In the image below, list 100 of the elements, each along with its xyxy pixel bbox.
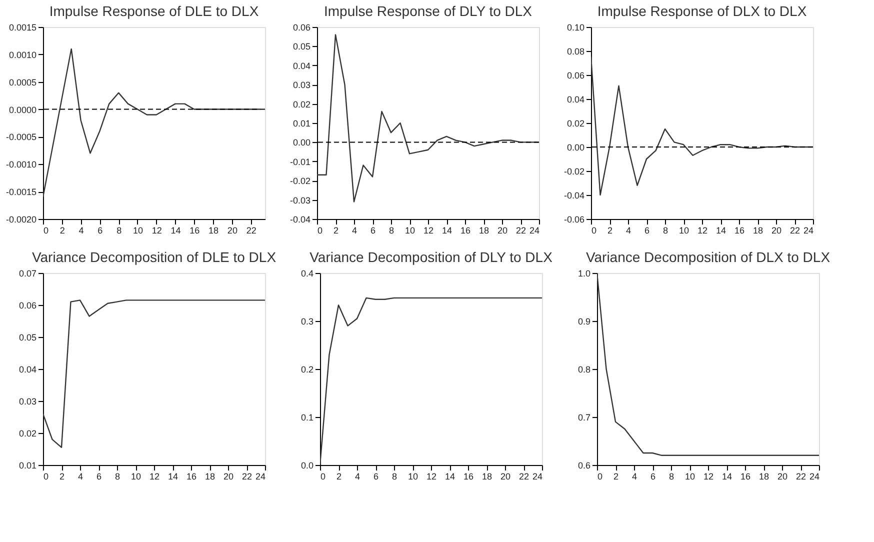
y-tick-label: -0.04 (290, 214, 310, 224)
y-tick-label: -0.0005 (6, 132, 36, 142)
x-tick-label: 6 (98, 226, 103, 236)
x-tick-label: 4 (352, 226, 358, 236)
x-tick-label: 16 (460, 226, 471, 236)
y-tick-label: 0.02 (292, 99, 310, 110)
y-tick-label: 0.10 (566, 22, 584, 32)
y-tick-label: 0.07 (18, 268, 36, 278)
x-tick-label: 8 (114, 472, 120, 482)
x-tick-label: 18 (758, 472, 770, 482)
x-tick-label: 8 (388, 226, 394, 236)
x-tick-label: 18 (208, 226, 219, 236)
x-tick-label: 0 (320, 472, 326, 482)
x-tick-label: 10 (132, 226, 143, 236)
line-series (597, 273, 819, 456)
x-tick-label: 10 (678, 226, 690, 236)
y-tick-label: 0.04 (18, 364, 36, 374)
y-tick-label: 0.05 (292, 42, 310, 52)
x-tick-label: 8 (668, 472, 674, 482)
x-tick-label: 20 (771, 226, 782, 236)
x-tick-label: 22 (790, 226, 800, 236)
x-tick-label: 6 (644, 226, 650, 236)
y-tick-label: 0.01 (18, 460, 36, 470)
x-tick-label: 4 (626, 226, 632, 236)
x-tick-label: 24 (809, 472, 820, 482)
x-tick-label: 12 (152, 226, 162, 236)
y-tick-label: 0.3 (300, 316, 314, 326)
x-tick-label: 18 (478, 226, 490, 236)
x-tick-label: 0 (318, 226, 323, 236)
x-tick-label: 22 (516, 226, 526, 236)
x-tick-label: 4 (78, 472, 84, 482)
x-tick-label: 6 (650, 472, 656, 482)
y-tick-label: 0.0005 (8, 77, 36, 88)
x-tick-label: 18 (204, 472, 216, 482)
x-tick-label: 20 (227, 226, 238, 236)
x-tick-label: 10 (684, 472, 696, 482)
y-tick-label: 0.00 (566, 142, 584, 152)
y-tick-label: 0.06 (292, 22, 310, 32)
y-tick-label: -0.0010 (6, 160, 36, 170)
x-tick-label: 22 (796, 472, 806, 482)
x-tick-label: 2 (613, 472, 619, 482)
x-tick-label: 22 (242, 472, 252, 482)
y-tick-label: 1.0 (578, 268, 590, 278)
x-tick-label: 6 (373, 472, 379, 482)
x-tick-label: 12 (697, 226, 708, 236)
x-tick-label: 10 (408, 472, 418, 482)
x-tick-label: 16 (186, 472, 197, 482)
x-tick-label: 12 (423, 226, 434, 236)
x-tick-label: 20 (497, 226, 508, 236)
chart-title: Variance Decomposition of DLY to DLX (310, 249, 554, 265)
x-tick-label: 14 (170, 226, 181, 236)
x-tick-label: 16 (734, 226, 745, 236)
x-tick-label: 24 (532, 472, 542, 482)
x-tick-label: 24 (803, 226, 814, 236)
x-tick-label: 14 (444, 472, 456, 482)
y-tick-label: 0.6 (578, 460, 590, 470)
y-tick-label: -0.02 (564, 166, 584, 176)
y-tick-label: 0.05 (18, 332, 36, 342)
x-tick-label: 20 (777, 472, 788, 482)
x-tick-label: 18 (482, 472, 492, 482)
y-tick-label: 0.03 (292, 80, 310, 90)
y-tick-label: 0.04 (566, 94, 584, 104)
x-tick-label: 0 (598, 472, 603, 482)
y-tick-label: -0.0015 (6, 187, 36, 198)
y-tick-label: 0.08 (566, 46, 584, 56)
y-tick-label: 0.06 (18, 300, 36, 310)
x-tick-label: 4 (78, 226, 84, 236)
y-tick-label: 0.0000 (8, 104, 36, 115)
x-tick-label: 16 (190, 226, 200, 236)
y-tick-label: -0.04 (564, 190, 584, 200)
y-tick-label: 0.1 (300, 412, 314, 422)
line-series (43, 300, 265, 448)
x-tick-label: 0 (44, 472, 49, 482)
x-tick-label: 22 (246, 226, 256, 236)
x-tick-label: 12 (149, 472, 160, 482)
x-tick-label: 14 (442, 226, 452, 236)
x-tick-label: 2 (333, 226, 339, 236)
x-tick-label: 10 (130, 472, 142, 482)
x-tick-label: 0 (592, 226, 597, 236)
x-tick-label: 14 (722, 472, 732, 482)
y-tick-label: -0.0020 (6, 214, 36, 224)
x-tick-label: 24 (255, 472, 266, 482)
chart-title: Impulse Response of DLX to DLX (597, 3, 808, 19)
y-tick-label: -0.01 (290, 156, 310, 167)
x-tick-label: 2 (607, 226, 613, 236)
y-tick-label: -0.06 (564, 214, 584, 224)
y-tick-label: 0.0010 (8, 50, 36, 60)
x-tick-label: 2 (60, 226, 65, 236)
y-tick-label: -0.02 (290, 176, 310, 186)
chart-title: Variance Decomposition of DLE to DLX (32, 249, 277, 265)
y-tick-label: 0.0 (300, 460, 314, 470)
y-tick-label: 0.9 (578, 316, 590, 326)
y-tick-label: 0.00 (292, 138, 310, 148)
x-tick-label: 10 (404, 226, 416, 236)
chart-title: Impulse Response of DLY to DLX (324, 3, 533, 19)
y-tick-label: 0.0015 (8, 22, 36, 32)
y-tick-label: 0.06 (566, 70, 584, 80)
x-tick-label: 8 (392, 472, 398, 482)
x-tick-label: 16 (740, 472, 751, 482)
x-tick-label: 2 (336, 472, 342, 482)
